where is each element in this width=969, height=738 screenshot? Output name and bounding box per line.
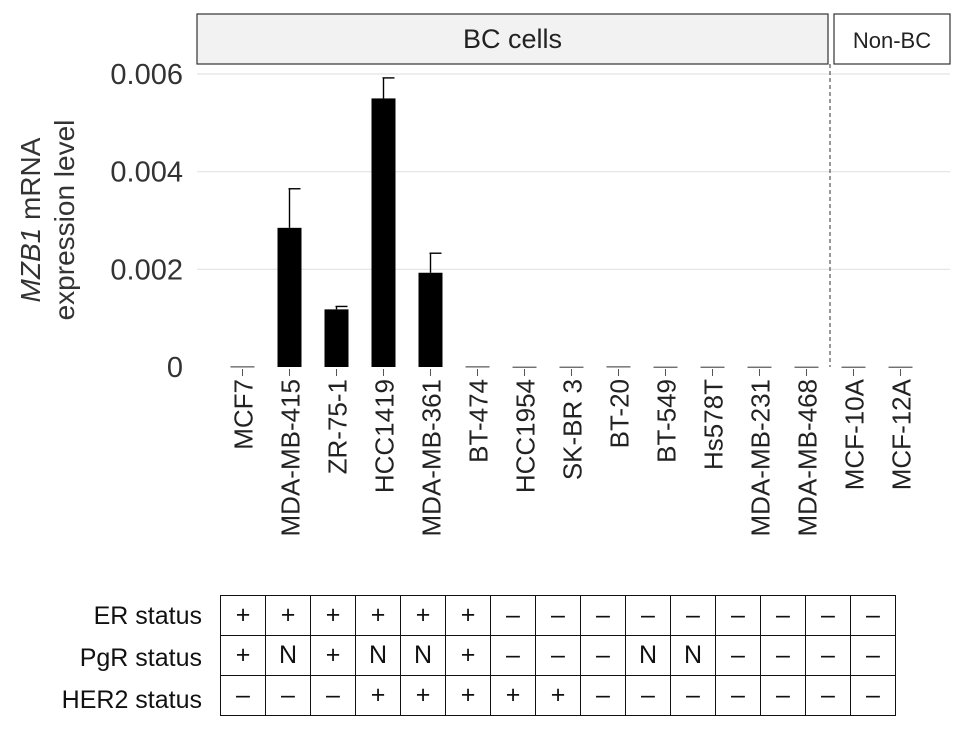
- bar: [371, 98, 396, 368]
- status-cell: –: [850, 635, 896, 676]
- bar: [418, 272, 443, 367]
- status-cell: +: [400, 595, 446, 636]
- status-cell: +: [400, 675, 446, 716]
- y-tick-label: 0.006: [110, 59, 183, 91]
- x-tick-label: MDA-MB-231: [746, 379, 776, 536]
- status-cell: –: [670, 595, 716, 636]
- x-tick-label: HCC1954: [511, 379, 541, 493]
- bar: [700, 366, 725, 368]
- status-cell: +: [310, 635, 356, 676]
- status-cell: N: [400, 635, 446, 676]
- y-tick-label: 0.004: [110, 157, 183, 189]
- x-tick-label: BT-20: [605, 379, 635, 448]
- status-cell: –: [535, 635, 581, 676]
- x-tick-label: MCF-12A: [887, 378, 917, 490]
- y-axis-title-line1: MZB1 mRNA: [15, 137, 46, 302]
- status-cell: +: [445, 635, 491, 676]
- bar: [465, 366, 490, 368]
- x-tick-label: HCC1419: [370, 379, 400, 493]
- status-cell: –: [805, 635, 851, 676]
- status-cell: +: [220, 595, 266, 636]
- status-cell: –: [310, 675, 356, 716]
- x-tick-label: MCF7: [229, 379, 259, 450]
- x-tick-label: MDA-MB-468: [793, 379, 823, 536]
- status-cell: +: [355, 595, 401, 636]
- group-header-label: Non-BC: [853, 28, 931, 53]
- bar: [606, 366, 631, 368]
- y-axis-title-suffix: mRNA: [15, 137, 46, 228]
- x-tick-label: MDA-MB-361: [417, 379, 447, 536]
- status-cell: –: [490, 595, 536, 636]
- status-cell: –: [220, 675, 266, 716]
- x-tick-label: ZR-75-1: [323, 379, 353, 474]
- status-row-labels: ER status PgR status HER2 status: [0, 595, 202, 721]
- y-tick-label: 0: [167, 352, 183, 384]
- bar: [324, 309, 349, 367]
- bar: [277, 227, 302, 367]
- group-header-label: BC cells: [463, 24, 562, 54]
- x-tick-label: MDA-MB-415: [276, 379, 306, 536]
- x-tick-label: BT-549: [652, 379, 682, 463]
- bar: [559, 366, 584, 368]
- status-cell: +: [535, 675, 581, 716]
- status-cell: –: [490, 635, 536, 676]
- status-cell: –: [670, 675, 716, 716]
- status-cell: +: [445, 595, 491, 636]
- receptor-status-table: + + + + + + – – – – – – – – – + N + N N + – – – N N – – – – – – – + + + + + – –…: [220, 595, 896, 716]
- status-cell: N: [625, 635, 671, 676]
- status-cell: –: [760, 635, 806, 676]
- status-cell: –: [850, 595, 896, 636]
- status-row: + N + N N + – – – N N – – – –: [220, 635, 896, 676]
- bar: [794, 366, 819, 368]
- status-cell: –: [805, 595, 851, 636]
- status-cell: –: [760, 595, 806, 636]
- status-cell: –: [715, 635, 761, 676]
- status-cell: –: [805, 675, 851, 716]
- status-cell: +: [490, 675, 536, 716]
- status-cell: +: [265, 595, 311, 636]
- bar: [230, 366, 255, 368]
- y-axis-title-line2: expression level: [49, 120, 80, 321]
- status-cell: –: [850, 675, 896, 716]
- status-row-label: HER2 status: [61, 686, 202, 714]
- status-cell: –: [760, 675, 806, 716]
- bar: [512, 366, 537, 368]
- status-cell: N: [670, 635, 716, 676]
- status-cell: –: [580, 675, 626, 716]
- status-cell: –: [580, 635, 626, 676]
- status-cell: –: [625, 595, 671, 636]
- status-cell: +: [310, 595, 356, 636]
- group-header-bc: [196, 13, 829, 65]
- status-cell: –: [715, 675, 761, 716]
- x-tick-label: Hs578T: [699, 379, 729, 470]
- x-tick-label: BT-474: [464, 379, 494, 463]
- status-cell: +: [355, 675, 401, 716]
- status-cell: –: [535, 595, 581, 636]
- bar: [653, 366, 678, 368]
- group-header-nonbc: [833, 13, 951, 65]
- y-tick-label: 0.002: [110, 254, 183, 286]
- status-row-label: ER status: [93, 602, 202, 630]
- status-cell: –: [265, 675, 311, 716]
- status-cell: N: [355, 635, 401, 676]
- bar: [888, 366, 913, 368]
- bar-chart: BC cells Non-BC 0 0.002 0.004 0.006 MZB1 mRNA e…: [15, 13, 951, 536]
- bar: [841, 366, 866, 368]
- x-tick-label: MCF-10A: [840, 378, 870, 490]
- status-row: + + + + + + – – – – – – – – –: [220, 595, 896, 636]
- status-cell: +: [220, 635, 266, 676]
- status-row-label: PgR status: [79, 644, 202, 672]
- status-cell: –: [580, 595, 626, 636]
- status-cell: –: [625, 675, 671, 716]
- y-axis-title-gene: MZB1: [15, 228, 46, 303]
- status-cell: –: [715, 595, 761, 636]
- x-tick-label: SK-BR 3: [558, 379, 588, 480]
- status-row: – – – + + + + + – – – – – – –: [220, 675, 896, 716]
- status-cell: +: [445, 675, 491, 716]
- bar: [747, 366, 772, 368]
- status-cell: N: [265, 635, 311, 676]
